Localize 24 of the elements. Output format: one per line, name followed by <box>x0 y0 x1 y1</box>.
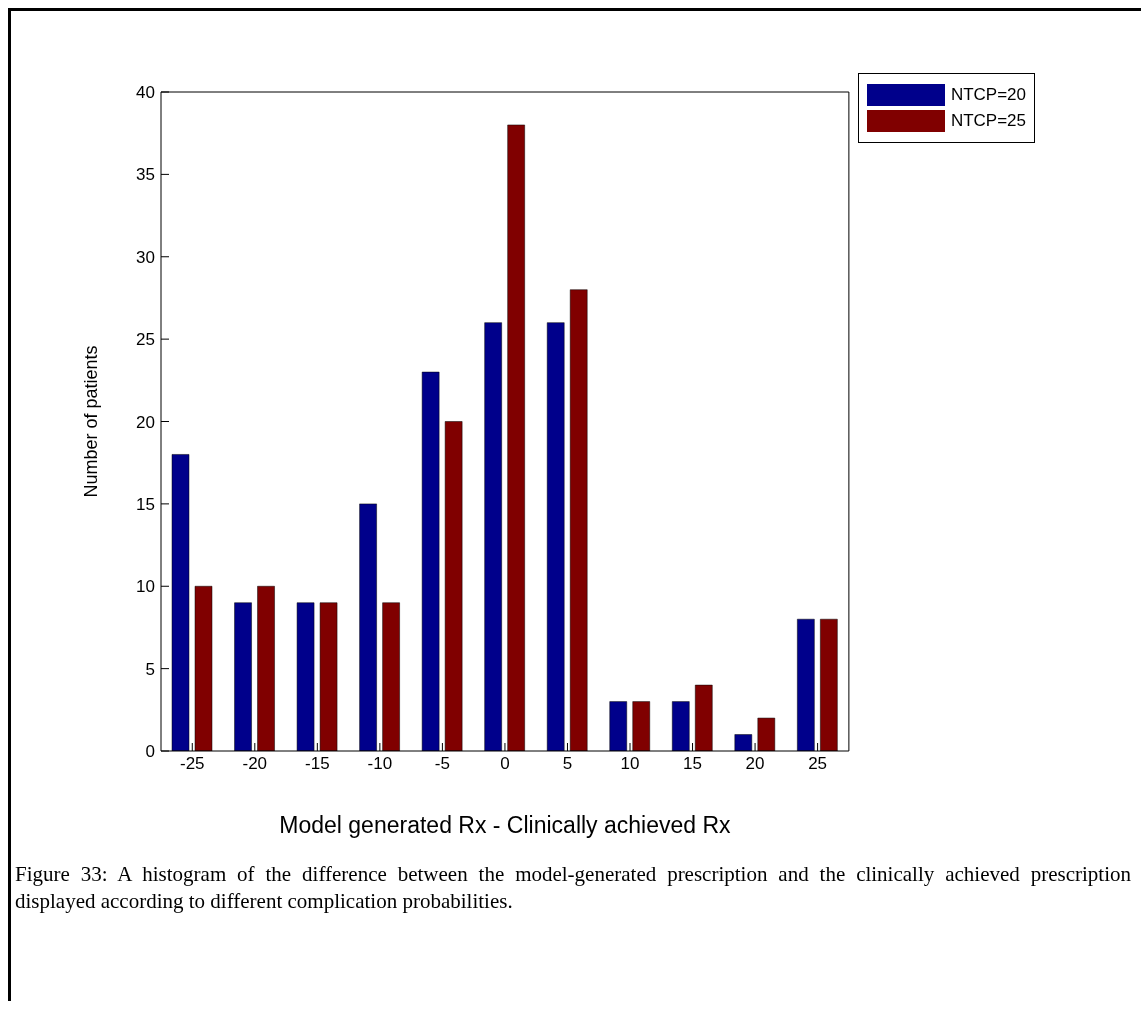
y-tick-label: 30 <box>136 247 155 267</box>
y-tick-label: 25 <box>136 330 155 350</box>
x-tick-label: 25 <box>808 754 828 774</box>
legend-label: NTCP=25 <box>950 111 1026 131</box>
x-tick-label: 5 <box>562 754 573 774</box>
y-tick-label: 35 <box>136 165 155 185</box>
legend-label: NTCP=20 <box>950 85 1026 105</box>
x-tick-label: 0 <box>500 754 510 774</box>
x-tick-label: 20 <box>745 754 765 774</box>
x-tick-label: -10 <box>367 754 393 774</box>
x-tick-label: -20 <box>242 754 268 774</box>
y-tick-label: 10 <box>136 577 155 597</box>
x-tick-label: 10 <box>620 754 640 774</box>
y-axis-title: Number of patients <box>81 345 102 498</box>
y-tick-label: 15 <box>136 494 155 514</box>
y-tick-label: 20 <box>136 412 155 432</box>
x-tick-label: -15 <box>305 754 330 774</box>
x-axis-title: Model generated Rx - Clinically achieved Rx <box>279 812 732 838</box>
x-tick-label: -5 <box>434 754 450 774</box>
caption: Figure 33: A histogram of the difference between the model-generated prescription and the clinically achieved prescription displayed according to different complication probabilities. <box>14 861 1132 916</box>
x-tick-label: -25 <box>179 754 205 774</box>
y-tick-label: 40 <box>136 83 155 103</box>
x-tick-label: 15 <box>683 754 702 774</box>
y-tick-label: 5 <box>145 659 155 679</box>
